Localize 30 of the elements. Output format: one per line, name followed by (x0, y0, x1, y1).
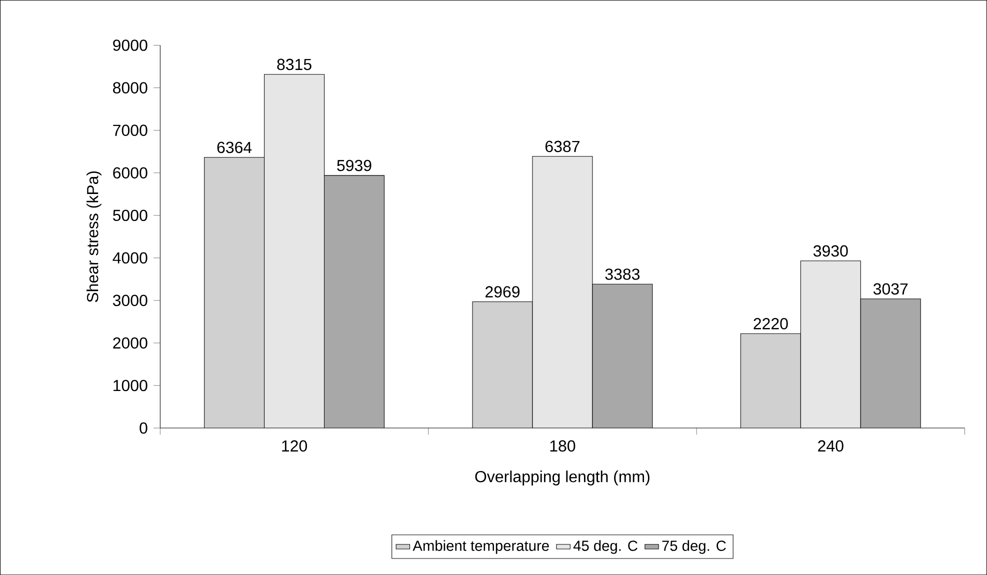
data-label: 3037 (873, 283, 908, 294)
legend-label: 45 deg. C (573, 540, 638, 554)
y-tick-label: 5000 (113, 210, 148, 221)
y-tick-label: 8000 (113, 82, 148, 94)
data-label: 3930 (813, 245, 848, 257)
data-label: 2969 (486, 286, 520, 298)
bar (860, 298, 921, 428)
x-tick-label: 120 (282, 440, 307, 452)
data-label: 8315 (277, 58, 312, 70)
legend-label: Ambient temperature (412, 540, 549, 554)
data-label: 2220 (754, 318, 788, 330)
bar (592, 284, 652, 428)
y-tick-label: 1000 (114, 380, 148, 392)
y-tick-label: 7000 (113, 124, 148, 136)
data-label: 6364 (217, 142, 252, 153)
x-tick-label: 240 (818, 440, 844, 452)
x-tick-label: 180 (550, 440, 576, 452)
y-tick-label: 4000 (112, 252, 148, 264)
y-tick-label: 6000 (113, 167, 148, 178)
y-tick-label: 0 (140, 422, 148, 434)
y-tick-label: 2000 (113, 337, 148, 349)
bar (324, 175, 384, 428)
data-label: 6387 (546, 140, 580, 152)
y-tick-label: 9000 (113, 39, 148, 51)
data-label: 3383 (605, 268, 640, 280)
legend-label: 75 deg. C (662, 540, 726, 554)
data-label: 5939 (337, 160, 372, 172)
y-tick-label: 3000 (112, 294, 148, 306)
x-axis-title: Overlapping length (mm) (475, 470, 650, 486)
y-axis-title: Shear stress (kPa) (86, 171, 102, 302)
